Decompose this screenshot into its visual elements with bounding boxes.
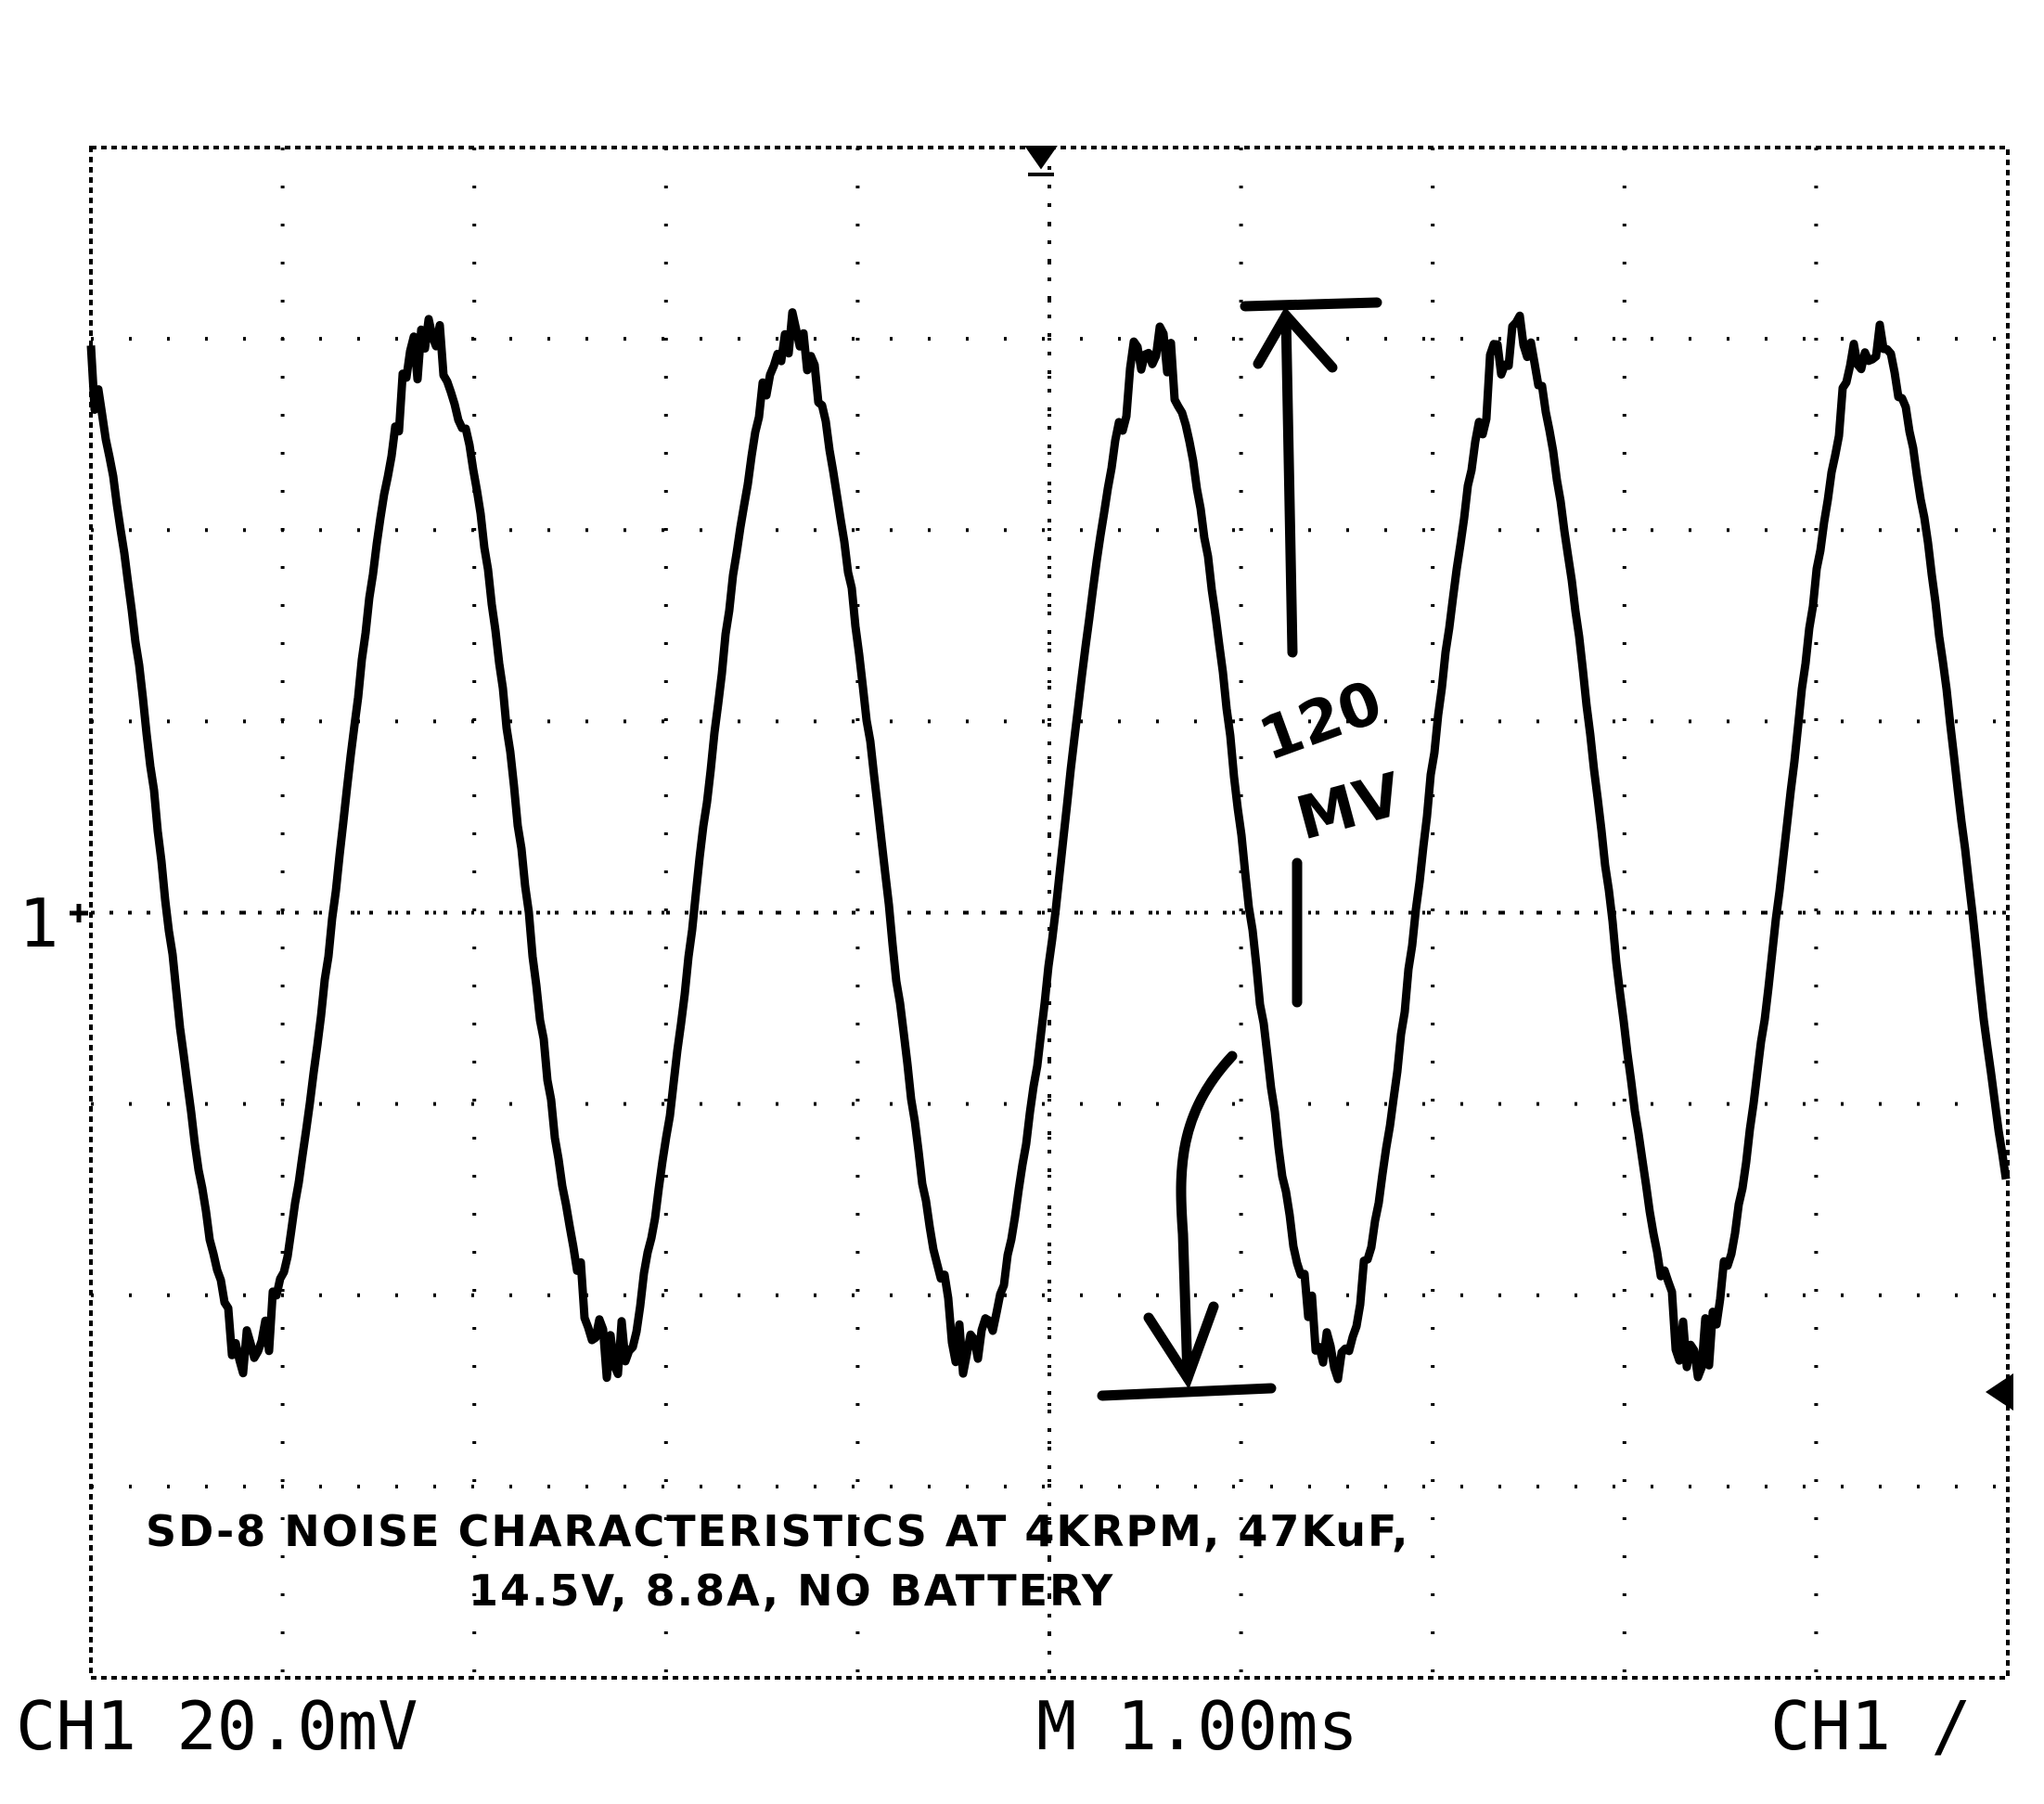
ground-marker	[70, 904, 88, 922]
annotation-arrows	[1097, 297, 1382, 1401]
caption-line: 14.5V, 8.8A, NO BATTERY	[469, 1566, 1114, 1616]
graticule-border	[89, 146, 2010, 1680]
down-arrow-shaft	[1176, 1050, 1238, 1384]
up-arrow-head	[1253, 306, 1338, 373]
trigger-position-marker	[1024, 146, 1058, 176]
up-arrow-shaft	[1280, 310, 1298, 658]
channel-scale: CH1 20.0mV	[16, 1687, 418, 1765]
down-arrow-head	[1143, 1301, 1219, 1390]
channel-marker: 1	[19, 884, 58, 962]
top-bar	[1240, 297, 1382, 312]
timebase: M 1.00ms	[1036, 1687, 1358, 1765]
waveform	[86, 308, 2011, 1384]
caption-line: SD-8 NOISE CHARACTERISTICS AT 4KRPM, 47K…	[146, 1506, 1410, 1556]
trigger-level-marker	[1986, 1373, 2013, 1411]
bottom-bar	[1097, 1383, 1277, 1401]
graticule	[91, 148, 2008, 1678]
trigger-readout: CH1 /	[1770, 1687, 1972, 1765]
